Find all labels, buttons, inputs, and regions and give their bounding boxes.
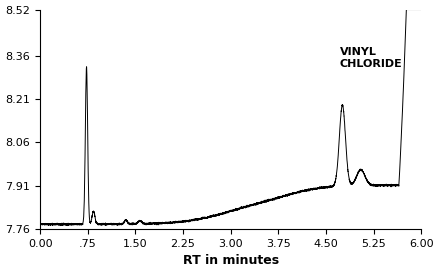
Text: VINYL
CHLORIDE: VINYL CHLORIDE [339, 47, 402, 69]
X-axis label: RT in minutes: RT in minutes [182, 254, 278, 268]
